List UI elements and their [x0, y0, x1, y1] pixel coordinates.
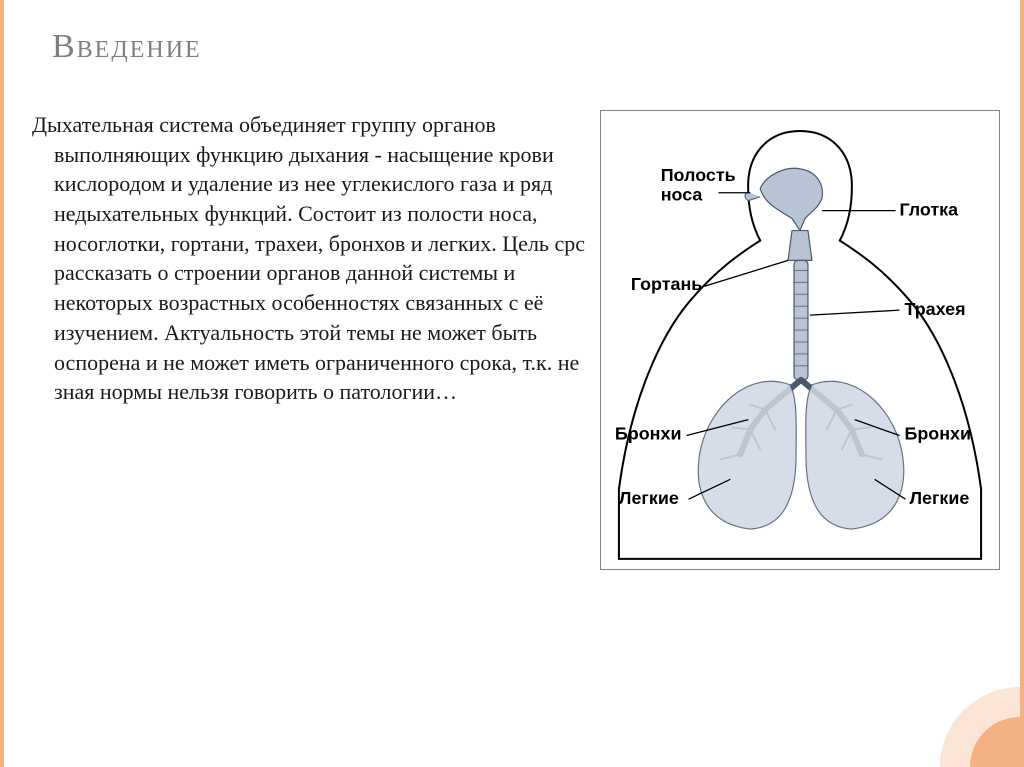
larynx-organ [788, 231, 812, 261]
trachea-organ [794, 260, 808, 379]
nasal-cavity-organ [760, 168, 822, 230]
label-nasal-cavity: Полостьноса [661, 165, 736, 205]
label-lungs-left: Легкие [619, 488, 679, 508]
respiratory-diagram-svg: Полостьноса Глотка Гортань Трахея Бронхи… [601, 111, 999, 569]
corner-decoration [900, 647, 1020, 767]
label-trachea: Трахея [904, 299, 965, 319]
label-larynx: Гортань [631, 274, 702, 294]
nose-profile [745, 192, 760, 200]
slide-title: Введение [52, 28, 202, 66]
label-bronchi-left: Бронхи [615, 424, 682, 444]
slide-body-text: Дыхательная система объединяет группу ор… [32, 110, 592, 407]
right-lung-organ [806, 381, 904, 529]
respiratory-diagram: Полостьноса Глотка Гортань Трахея Бронхи… [600, 110, 1000, 570]
label-bronchi-right: Бронхи [904, 424, 971, 444]
label-pharynx: Глотка [900, 200, 960, 220]
slide: Введение Дыхательная система объединяет … [0, 0, 1024, 767]
label-lungs-right: Легкие [909, 488, 969, 508]
left-lung-organ [698, 381, 796, 529]
